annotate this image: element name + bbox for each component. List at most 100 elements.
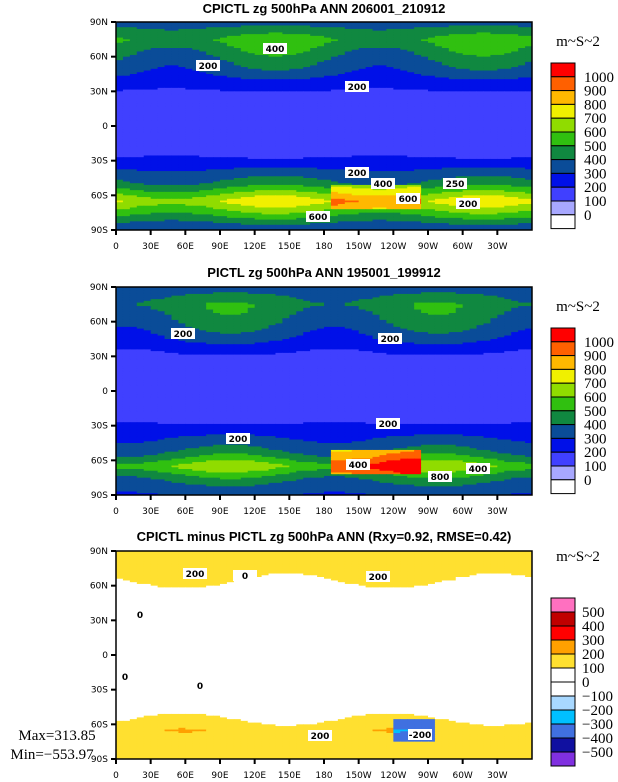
field-cell — [254, 53, 263, 56]
field-cell — [122, 49, 131, 52]
field-cell — [504, 63, 512, 66]
field-cell — [434, 44, 443, 47]
field-cell — [254, 138, 263, 141]
field-cell — [116, 96, 124, 99]
field-cell — [483, 70, 491, 73]
field-cell — [199, 93, 207, 96]
field-cell — [157, 120, 166, 124]
field-cell — [185, 72, 193, 75]
field-cell — [365, 58, 374, 61]
field-cell — [504, 72, 512, 75]
field-cell — [324, 139, 332, 143]
field-cell — [240, 127, 249, 130]
field-cell — [441, 160, 450, 163]
field-cell — [254, 75, 263, 78]
field-cell — [261, 103, 270, 106]
field-cell — [497, 162, 505, 165]
field-cell — [469, 138, 478, 141]
field-cell — [171, 67, 179, 70]
field-cell — [122, 34, 131, 37]
field-cell — [220, 145, 228, 148]
field-cell — [275, 129, 283, 132]
field-cell — [226, 153, 235, 156]
field-cell — [428, 53, 436, 56]
field-cell — [317, 74, 325, 77]
field-cell — [143, 77, 152, 80]
field-cell — [407, 74, 415, 77]
field-cell — [476, 96, 484, 99]
field-cell — [233, 103, 242, 106]
field-cell — [192, 32, 200, 35]
field-cell — [351, 152, 360, 155]
field-cell — [136, 93, 145, 96]
field-cell — [351, 122, 360, 125]
field-cell — [192, 48, 200, 51]
field-cell — [497, 22, 505, 25]
field-cell — [233, 53, 242, 56]
field-cell — [372, 162, 380, 165]
field-cell — [185, 132, 193, 136]
field-cell — [497, 106, 505, 110]
field-cell — [157, 54, 166, 58]
field-cell — [324, 70, 332, 73]
field-cell — [476, 117, 484, 120]
field-cell — [372, 58, 380, 61]
field-cell — [379, 48, 387, 51]
field-cell — [421, 77, 429, 80]
field-cell — [192, 145, 200, 148]
field-cell — [483, 115, 491, 118]
field-cell — [525, 138, 532, 141]
field-cell — [317, 158, 325, 162]
field-cell — [261, 89, 270, 92]
field-cell — [122, 41, 131, 44]
field-cell — [504, 30, 512, 33]
field-cell — [379, 86, 387, 89]
field-cell — [226, 56, 235, 59]
field-cell — [511, 22, 519, 25]
field-cell — [122, 37, 131, 40]
field-cell — [171, 77, 179, 80]
field-cell — [261, 86, 270, 89]
field-cell — [303, 72, 311, 75]
field-cell — [226, 74, 235, 77]
field-cell — [296, 34, 304, 37]
field-cell — [351, 164, 360, 167]
field-cell — [317, 34, 325, 37]
field-cell — [164, 127, 172, 130]
field-cell — [330, 87, 339, 91]
field-cell — [143, 152, 152, 155]
field-cell — [192, 157, 200, 160]
field-cell — [254, 155, 263, 158]
field-cell — [379, 113, 387, 117]
field-cell — [386, 138, 394, 141]
field-cell — [116, 150, 124, 153]
field-cell — [178, 110, 186, 113]
field-cell — [337, 89, 346, 92]
field-cell — [365, 75, 374, 78]
field-cell — [434, 28, 443, 32]
field-cell — [379, 143, 387, 146]
field-cell — [421, 61, 429, 65]
field-cell — [268, 101, 276, 104]
field-cell — [351, 46, 360, 49]
field-cell — [393, 49, 401, 52]
field-cell — [448, 44, 457, 47]
field-cell — [400, 157, 408, 160]
field-cell — [303, 132, 311, 136]
field-cell — [525, 139, 532, 143]
field-cell — [393, 80, 401, 84]
field-cell — [490, 132, 498, 136]
field-cell — [428, 153, 436, 156]
field-cell — [407, 65, 415, 68]
field-cell — [296, 32, 304, 35]
field-cell — [434, 98, 443, 101]
field-cell — [240, 82, 249, 85]
field-cell — [199, 77, 207, 80]
field-cell — [455, 138, 464, 141]
field-cell — [462, 120, 471, 124]
field-cell — [178, 46, 186, 49]
field-cell — [317, 91, 325, 94]
field-cell — [192, 89, 200, 92]
field-cell — [455, 126, 464, 129]
field-cell — [220, 28, 228, 32]
